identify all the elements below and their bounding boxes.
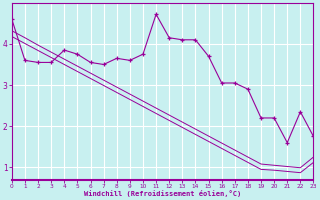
X-axis label: Windchill (Refroidissement éolien,°C): Windchill (Refroidissement éolien,°C) (84, 190, 241, 197)
